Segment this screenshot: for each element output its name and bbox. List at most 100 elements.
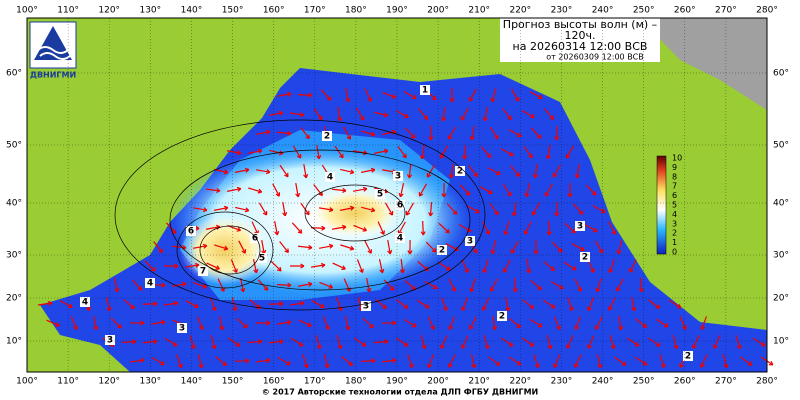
wave-arrow [193, 207, 207, 211]
wave-arrow [550, 280, 564, 290]
wave-arrow [318, 207, 334, 211]
arrow-head [533, 250, 539, 255]
wave-arrow [470, 278, 476, 292]
wave-arrow [70, 316, 78, 330]
contour-label-bg [186, 226, 196, 236]
wave-arrow [214, 207, 228, 211]
arrow-head [383, 112, 389, 118]
lon-label-top: 280° [756, 6, 778, 16]
wave-arrow [403, 318, 417, 328]
wave-arrow [655, 318, 669, 328]
arrow-head [202, 243, 208, 249]
contour-label-bg [80, 297, 90, 307]
wave-arrow [521, 110, 535, 118]
wave-arrow [345, 88, 349, 102]
lat-label-left: 30° [6, 251, 22, 261]
wave-arrow [427, 354, 435, 368]
arrow-head [506, 191, 512, 197]
lat-label-left: 20° [6, 294, 22, 304]
contour-label-bg [575, 221, 585, 231]
arrow-head [445, 265, 451, 271]
arrow-head [428, 136, 434, 141]
arrow-head [202, 207, 208, 213]
wave-arrow [672, 335, 678, 349]
arrow-head [382, 304, 387, 310]
arrow-head [367, 249, 373, 254]
wave-arrow [151, 357, 165, 365]
wave-arrow [218, 316, 224, 330]
wave-arrow [509, 318, 521, 328]
wave-arrow [648, 299, 660, 309]
wave-arrow [594, 240, 604, 254]
wave-arrow [596, 354, 602, 368]
arrow-head [486, 153, 492, 158]
wave-arrow [463, 144, 467, 160]
wave-arrow [700, 316, 708, 330]
arrow-head [423, 115, 429, 120]
wave-arrow [251, 221, 259, 235]
lon-label-bottom: 220° [509, 377, 531, 387]
lon-label-bottom: 170° [304, 377, 326, 387]
contour-label-bg [198, 266, 208, 276]
arrow-head [73, 325, 78, 330]
wave-arrow [315, 335, 321, 349]
lon-label-top: 260° [674, 6, 696, 16]
wave-arrow [461, 335, 469, 349]
wave-arrow [659, 354, 665, 368]
arrow-head [274, 230, 280, 236]
arrow-head [262, 211, 268, 216]
arrow-head [595, 287, 601, 293]
title-hours: 120ч. [565, 29, 596, 42]
arrow-head [464, 268, 469, 273]
arrow-head [232, 306, 238, 312]
arrow-head [590, 268, 595, 273]
wave-arrow [490, 278, 498, 292]
wave-arrow [384, 202, 394, 216]
wave-arrow [185, 300, 199, 308]
wave-arrow [574, 278, 582, 292]
arrow-head [392, 320, 397, 326]
wave-arrow [382, 131, 396, 135]
arrow-head [484, 344, 490, 350]
wave-arrow [144, 260, 156, 272]
contour-label: 5 [259, 254, 265, 264]
wave-arrow [276, 321, 292, 325]
wave-arrow [572, 203, 584, 215]
arrow-head [485, 230, 491, 235]
wave-arrow [534, 163, 538, 179]
arrow-head [257, 148, 263, 154]
wave-arrow [105, 297, 111, 311]
arrow-head [673, 344, 679, 350]
arrow-head [177, 363, 183, 369]
contour-label: 4 [82, 298, 88, 308]
arrow-head [460, 116, 466, 121]
wave-arrow [248, 187, 262, 193]
wave-arrow [421, 144, 425, 160]
wave-arrow [504, 221, 510, 235]
arrow-head [554, 212, 560, 217]
arrow-head [531, 211, 537, 216]
wave-arrow [302, 354, 308, 368]
wave-arrow [613, 356, 627, 366]
wave-arrow [404, 127, 416, 139]
arrow-head [412, 94, 417, 100]
arrow-head [578, 210, 584, 215]
wave-arrow [440, 335, 448, 349]
wave-arrow [292, 145, 302, 159]
wave-arrow [282, 202, 286, 216]
wave-arrow [441, 297, 447, 311]
lon-label-top: 130° [139, 6, 161, 16]
arrow-head [215, 265, 220, 270]
contour-label-bg [375, 189, 385, 199]
arrow-head [556, 325, 561, 330]
arrow-head [550, 303, 556, 309]
wave-arrow [449, 316, 455, 330]
contour-label: 3 [395, 172, 401, 182]
arrow-head [328, 207, 334, 213]
wave-arrow [508, 356, 522, 366]
wave-arrow [552, 164, 562, 178]
arrow-head [424, 303, 430, 309]
arrow-head [553, 363, 558, 368]
arrow-head [286, 360, 291, 366]
